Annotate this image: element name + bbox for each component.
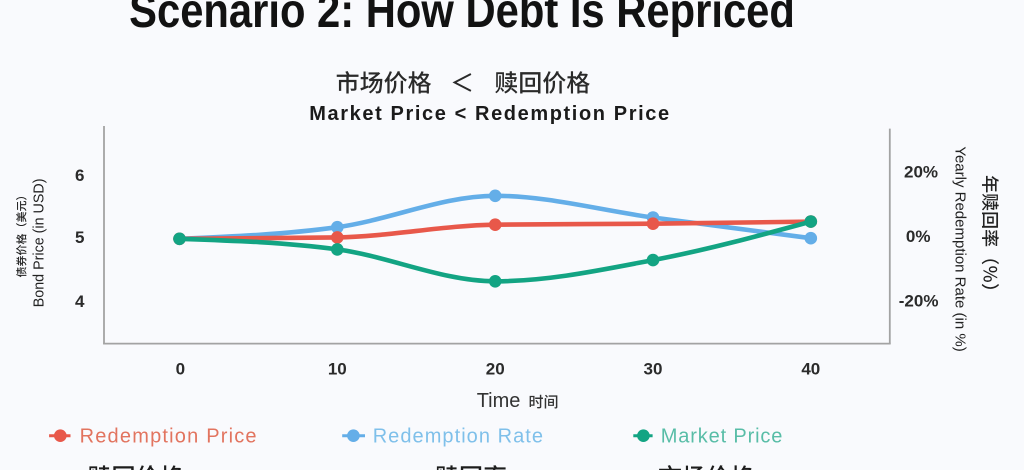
svg-text:0: 0 [176,359,185,378]
svg-text:Bond Price (in USD): Bond Price (in USD) [32,179,48,308]
svg-text:-20%: -20% [899,291,939,310]
svg-text:4: 4 [75,292,85,311]
svg-text:Redemption Rate: Redemption Rate [373,426,544,448]
svg-text:10: 10 [328,359,347,378]
svg-text:0%: 0% [906,227,931,246]
svg-text:Market Price: Market Price [661,426,783,448]
svg-text:6: 6 [75,166,84,185]
svg-text:40: 40 [801,359,820,378]
svg-text:30: 30 [644,359,663,378]
svg-text:Time: Time [477,390,521,412]
svg-text:5: 5 [75,228,84,247]
svg-text:Redemption Price: Redemption Price [80,426,258,448]
svg-text:Yearly Redemption Rate (in %): Yearly Redemption Rate (in %) [952,146,969,351]
svg-text:20: 20 [486,359,505,378]
svg-text:Scenario 2: How Debt Is Repric: Scenario 2: How Debt Is Repriced [129,0,795,38]
svg-text:Market Price < Redemption Pric: Market Price < Redemption Price [309,103,670,125]
svg-text:20%: 20% [904,162,938,181]
